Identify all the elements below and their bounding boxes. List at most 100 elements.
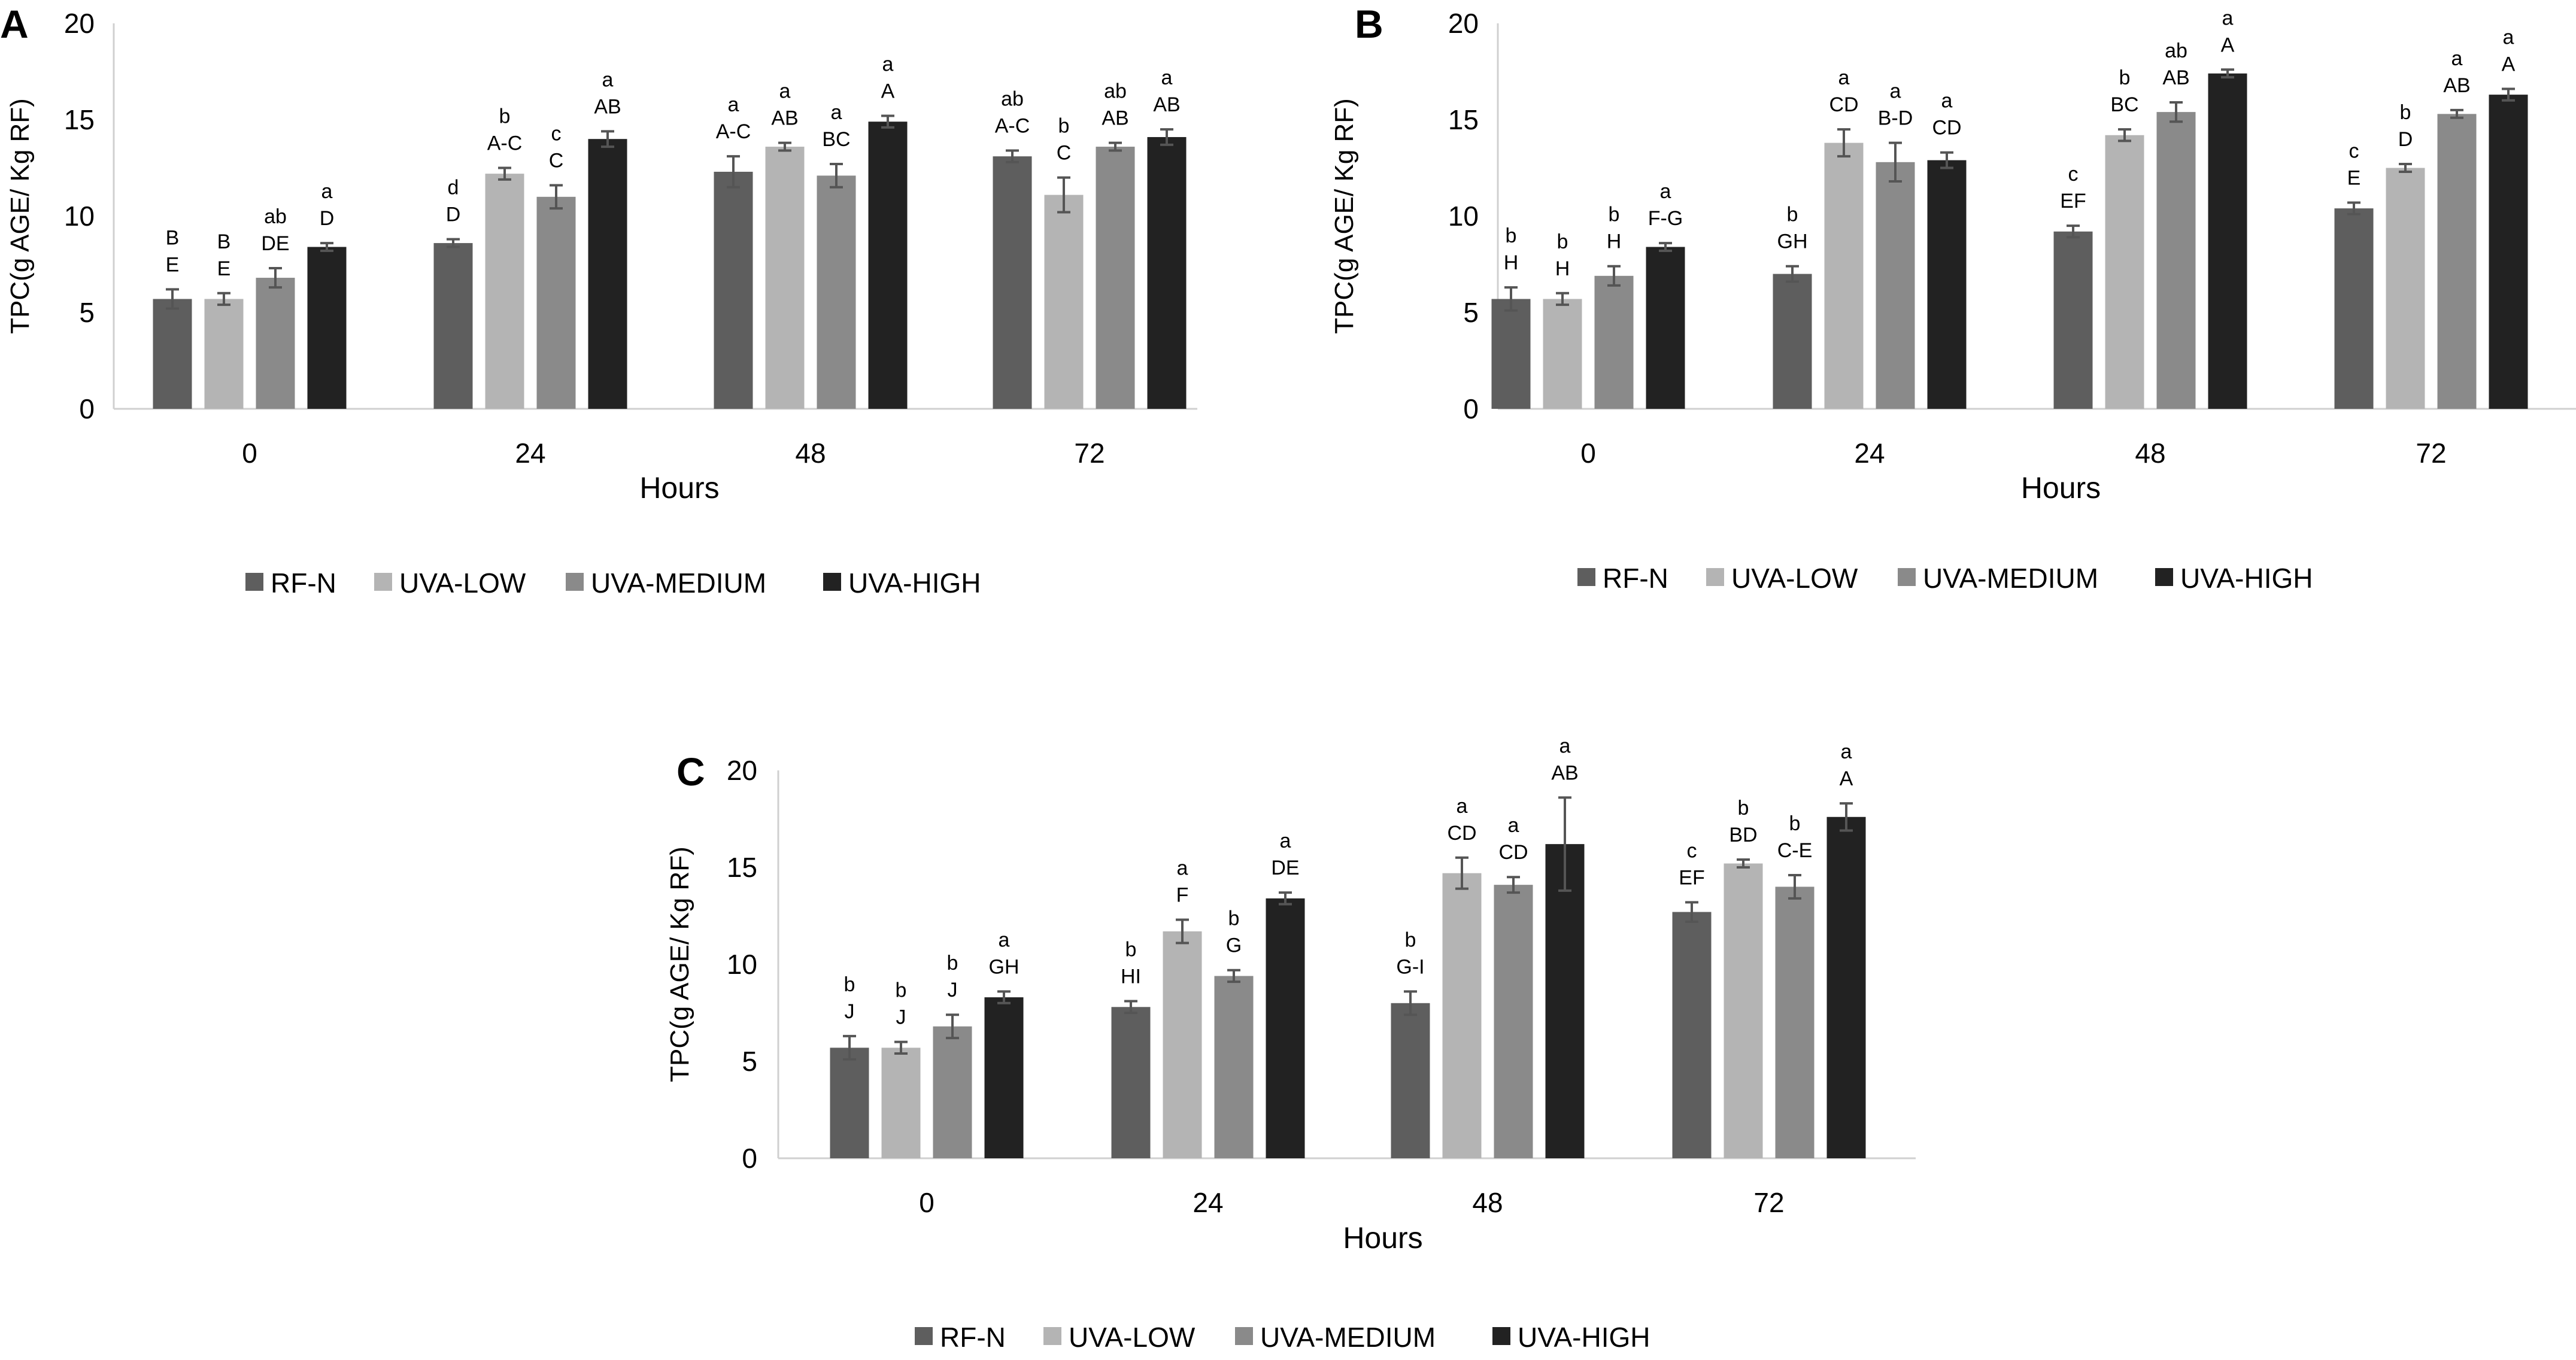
error-bar	[1176, 918, 1189, 945]
x-axis-label: Hours	[639, 471, 719, 505]
bar-uva-low-48	[2105, 135, 2144, 409]
legend-swatch-uva-low	[374, 573, 392, 591]
bar-uva-high-48	[2208, 73, 2247, 409]
error-bar	[1837, 128, 1850, 158]
significance-label-upper: E	[2347, 166, 2361, 189]
significance-label-lower: ab	[2165, 40, 2187, 62]
error-bar	[1558, 796, 1571, 892]
significance-label-upper: J	[896, 1006, 906, 1029]
significance-label-upper: AB	[2162, 66, 2189, 89]
significance-label-lower: c	[2349, 139, 2359, 162]
error-bar	[2450, 108, 2463, 119]
significance-label-lower: a	[882, 53, 894, 76]
bar-uva-high-24	[1927, 160, 1967, 409]
error-bar	[727, 155, 740, 189]
error-bar	[550, 184, 563, 210]
significance-label-lower: a	[1161, 66, 1173, 89]
significance-label-upper: EF	[2060, 190, 2086, 212]
bar-rf-n-24	[1773, 274, 1812, 409]
x-tick-label: 0	[1580, 438, 1596, 469]
error-bar	[843, 1034, 856, 1061]
x-axis-label: Hours	[1343, 1221, 1422, 1255]
bar-rf-n-48	[1391, 1003, 1430, 1158]
error-bar	[1160, 128, 1173, 146]
error-bar	[166, 288, 179, 310]
bar-uva-medium-72	[1775, 887, 1815, 1158]
significance-label-lower: a	[779, 80, 791, 103]
x-tick-label: 24	[1854, 438, 1885, 469]
significance-label-lower: c	[1687, 839, 1697, 862]
x-axis-label: Hours	[2021, 471, 2101, 505]
y-tick-label: 0	[1463, 393, 1479, 424]
legend-swatch-uva-high	[823, 573, 841, 591]
legend-label: RF-N	[940, 1322, 1006, 1353]
error-bar	[1940, 151, 1953, 169]
bar-rf-n-72	[1672, 912, 1712, 1158]
y-axis-label: TPC(g AGE/ Kg RF)	[5, 98, 35, 334]
significance-label-lower: b	[1058, 115, 1070, 138]
legend-swatch-uva-low	[1043, 1327, 1061, 1345]
significance-label-lower: b	[499, 105, 511, 128]
error-bar	[1840, 802, 1853, 832]
legend-swatch-rf-n	[1577, 568, 1595, 586]
significance-label-lower: b	[2119, 66, 2131, 89]
significance-label-upper: A	[1840, 767, 1853, 790]
significance-label-lower: a	[1838, 66, 1850, 89]
error-bar	[1404, 990, 1417, 1016]
error-bar	[269, 266, 282, 289]
error-bar	[1057, 176, 1070, 214]
significance-label-upper: D	[2398, 128, 2413, 151]
x-tick-label: 48	[1472, 1187, 1503, 1218]
panel-letter: A	[0, 2, 29, 46]
y-tick-label: 10	[1448, 201, 1479, 232]
significance-label-lower: b	[896, 979, 907, 1002]
significance-label-upper: D	[446, 204, 461, 226]
significance-label-upper: GH	[1777, 230, 1808, 253]
bar-rf-n-72	[993, 156, 1032, 409]
significance-label-lower: a	[1941, 90, 1953, 113]
significance-label-lower: b	[1228, 907, 1240, 930]
significance-label-upper: HI	[1121, 966, 1141, 988]
bar-uva-high-72	[2489, 95, 2528, 409]
error-bar	[1889, 141, 1902, 183]
error-bar	[778, 141, 791, 152]
bar-uva-low-24	[1824, 142, 1864, 409]
significance-label-upper: F	[1176, 884, 1189, 906]
bar-uva-low-72	[1724, 863, 1763, 1158]
legend-label: UVA-MEDIUM	[1260, 1322, 1436, 1353]
bar-uva-high-0	[1646, 247, 1685, 409]
significance-label-upper: H	[1504, 251, 1519, 274]
bar-uva-medium-0	[1594, 275, 1634, 409]
bar-uva-high-24	[588, 139, 627, 409]
legend-label: UVA-MEDIUM	[1923, 563, 2098, 594]
error-bar	[1556, 292, 1569, 306]
significance-label-upper: J	[845, 1000, 855, 1023]
significance-label-upper: A	[881, 80, 895, 103]
legend-swatch-uva-medium	[566, 573, 584, 591]
x-tick-label: 72	[1074, 438, 1105, 469]
significance-label-lower: a	[321, 180, 333, 203]
bar-rf-n-24	[433, 243, 473, 409]
significance-label-upper: CD	[1932, 117, 1961, 139]
error-bar	[1109, 141, 1122, 152]
significance-label-lower: b	[1405, 928, 1416, 951]
significance-label-lower: a	[1508, 814, 1519, 837]
significance-label-lower: B	[217, 230, 231, 253]
legend-label: RF-N	[271, 567, 336, 599]
significance-label-upper: DE	[1271, 857, 1299, 879]
bar-uva-medium-24	[1214, 976, 1254, 1158]
significance-label-upper: E	[217, 257, 231, 280]
y-tick-label: 20	[727, 755, 757, 786]
significance-label-lower: b	[1609, 204, 1620, 226]
y-tick-label: 0	[742, 1143, 757, 1174]
significance-label-upper: H	[1555, 257, 1570, 280]
significance-label-lower: a	[2503, 26, 2514, 48]
significance-label-lower: b	[947, 952, 958, 975]
significance-label-upper: A	[2221, 34, 2235, 56]
bar-uva-medium-24	[1876, 162, 1915, 409]
error-bar	[447, 238, 460, 248]
bar-uva-medium-72	[1096, 147, 1135, 409]
significance-label-upper: CD	[1498, 841, 1528, 864]
error-bar	[2170, 101, 2183, 123]
bar-uva-low-0	[204, 299, 244, 409]
